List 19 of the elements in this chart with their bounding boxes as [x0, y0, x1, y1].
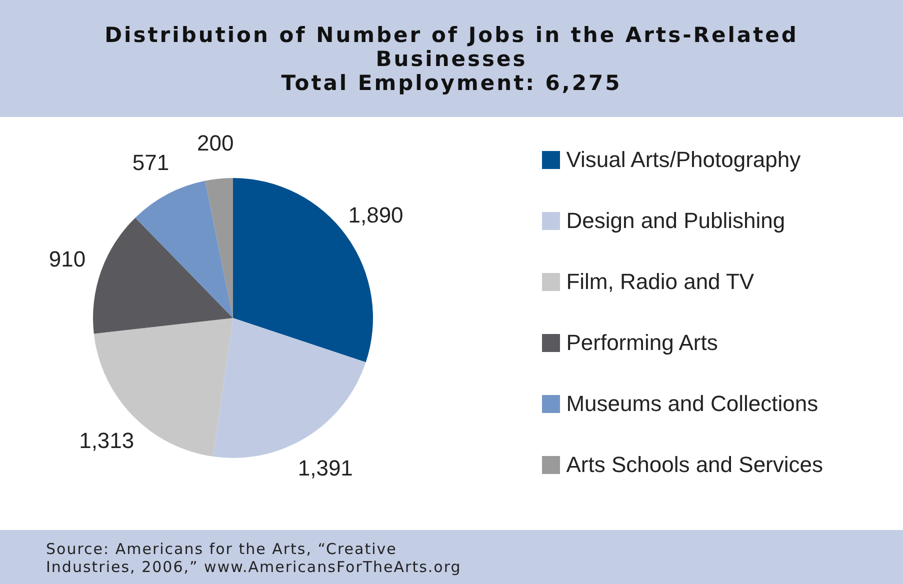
legend-label: Visual Arts/Photography: [566, 146, 801, 172]
chart-title: Distribution of Number of Jobs in the Arts-Related Businesses: [104, 22, 800, 70]
pie-slice: [135, 180, 233, 318]
data-label: 1,313: [79, 428, 134, 453]
pie-slice: [93, 218, 233, 334]
source-note: Source: Americans for the Arts, “Creative Industries, 2006,” www.AmericansForTheArts.org: [46, 540, 462, 576]
pie-slice: [205, 178, 233, 318]
legend-label: Museums and Collections: [566, 390, 818, 416]
data-label: 571: [132, 150, 170, 175]
legend-label: Design and Publishing: [566, 208, 786, 234]
pie-slice: [212, 318, 366, 458]
data-label: 910: [48, 246, 86, 272]
legend-label: Film, Radio and TV: [566, 268, 754, 294]
data-label: 1,890: [348, 202, 404, 228]
data-label: 1,391: [298, 455, 353, 480]
legend-label: Arts Schools and Services: [566, 452, 823, 478]
legend-label: Performing Arts: [566, 330, 718, 356]
data-label: 200: [197, 130, 234, 156]
chart-subtitle: Total Employment: 6,275: [281, 70, 622, 94]
